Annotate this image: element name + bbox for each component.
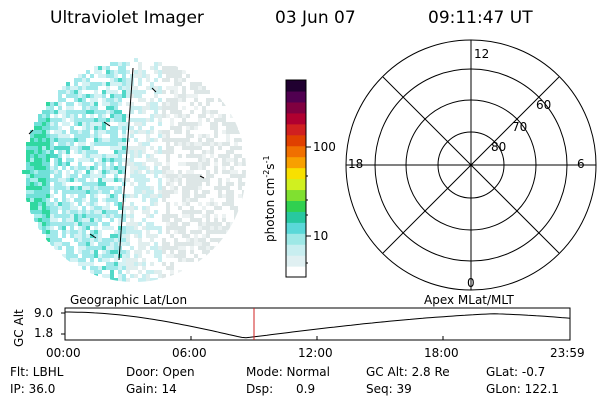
polar-label-0: 0 (467, 276, 475, 290)
status-glon: GLon: 122.1 (486, 382, 559, 396)
status-gain: Gain: 14 (126, 382, 177, 396)
timeline-tick-1800: 18:00 (424, 346, 459, 360)
timeline-tick-2359: 23:59 (550, 346, 585, 360)
unit-exp1: -2 (262, 169, 271, 178)
timeline-tick-0000: 00:00 (46, 346, 81, 360)
colorbar-unit-label: photon cm-2s-1 (262, 155, 277, 242)
polar-label-6: 6 (577, 157, 585, 171)
color-bar-segment (286, 266, 306, 278)
polar-grid (345, 39, 597, 291)
unit-exp2: -1 (262, 155, 271, 164)
color-bar-segment (286, 112, 306, 125)
timeline-right-title: Apex MLat/MLT (424, 293, 514, 307)
polar-label-12: 12 (474, 47, 490, 61)
color-bar-segment (286, 156, 306, 169)
color-bar-segment (286, 90, 306, 103)
colorbar-tick-100: 100 (313, 140, 336, 154)
color-bar-segment (286, 178, 306, 191)
color-bar-segment (286, 123, 306, 136)
status-mode: Mode: Normal (246, 365, 330, 379)
color-bar-segment (286, 167, 306, 180)
color-bar-segment (286, 222, 306, 234)
color-bar-segment (286, 233, 306, 245)
color-bar-segment (286, 80, 306, 92)
unit-main: photon cm (263, 177, 277, 242)
date-label: 03 Jun 07 (275, 8, 356, 28)
polar-label-70: 70 (512, 120, 528, 134)
color-bar-segment (286, 145, 306, 158)
uv-earth-image (22, 58, 246, 282)
status-gcalt: GC Alt: 2.8 Re (366, 365, 450, 379)
status-glat: GLat: -0.7 (486, 365, 546, 379)
unit-s: s (263, 163, 277, 170)
timeline-y-top: 9.0 (34, 306, 54, 320)
image-markers (28, 87, 205, 239)
color-bar-segment (286, 255, 306, 267)
colorbar-tick-10: 10 (313, 229, 329, 243)
color-bar-segment (286, 189, 306, 201)
timeline-left-title: Geographic Lat/Lon (70, 293, 188, 307)
color-bar-segment (286, 211, 306, 223)
time-label: 09:11:47 UT (428, 8, 533, 28)
color-bar (286, 80, 306, 278)
color-bar-frame (285, 79, 307, 278)
timeline-tick-0600: 06:00 (172, 346, 207, 360)
polar-label-18: 18 (348, 157, 364, 171)
status-flt: Flt: LBHL (10, 365, 64, 379)
instrument-title: Ultraviolet Imager (50, 8, 204, 28)
color-bar-segment (286, 134, 306, 147)
timeline-axis-label: GC Alt (12, 309, 26, 347)
color-bar-segment (286, 200, 306, 212)
status-dsp: Dsp: 0.9 (246, 382, 316, 396)
timeline-frame (64, 307, 571, 341)
color-bar-ticks (306, 146, 311, 264)
timeline-tick-1200: 12:00 (298, 346, 333, 360)
status-seq: Seq: 39 (366, 382, 412, 396)
polar-label-80: 80 (491, 140, 507, 154)
status-door: Door: Open (126, 365, 195, 379)
altitude-curve (65, 311, 571, 339)
terminator-line (118, 67, 134, 261)
timeline-y-bottom: 1.8 (34, 326, 54, 340)
status-ip: IP: 36.0 (10, 382, 56, 396)
timeline-ticks (61, 312, 444, 340)
color-bar-segment (286, 101, 306, 114)
polar-label-60: 60 (536, 98, 552, 112)
color-bar-segment (286, 244, 306, 256)
